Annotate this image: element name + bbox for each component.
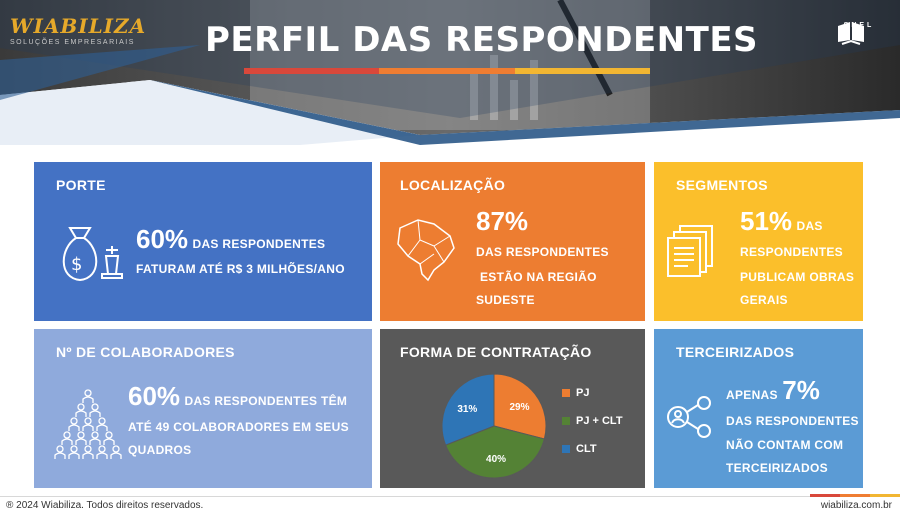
terceirizados-percent: 7% xyxy=(782,375,820,405)
legend-label: PJ + CLT xyxy=(576,415,623,427)
person-icon xyxy=(89,403,101,417)
person-icon xyxy=(82,417,94,431)
pie-slice-pj xyxy=(493,373,547,440)
colaboradores-suffix: DAS RESPONDENTES TÊM xyxy=(184,394,348,408)
person-icon xyxy=(82,389,94,403)
header-banner: WIABILIZA SOLUÇÕES EMPRESARIAIS SNEL PER… xyxy=(0,0,900,145)
logo-tagline: SOLUÇÕES EMPRESARIAIS xyxy=(10,39,135,46)
pie-slice-pj-clt xyxy=(445,425,545,479)
card-colaboradores: Nº DE COLABORADORES 60% DAS RESPONDENTES… xyxy=(34,329,372,488)
card-localizacao: LOCALIZAÇÃO 87% DAS RESPONDENTES ESTÃO N… xyxy=(380,162,645,321)
pie-data-label: 31% xyxy=(457,404,477,415)
porte-percent: 60% xyxy=(136,224,189,254)
segmentos-line3: GERAIS xyxy=(740,293,788,307)
card-title: FORMA DE CONTRATAÇÃO xyxy=(400,344,592,360)
brazil-map-icon xyxy=(397,219,455,282)
person-icon xyxy=(82,445,94,459)
person-icon xyxy=(96,445,108,459)
terceirizados-line1: DAS RESPONDENTES xyxy=(726,414,859,428)
footer: ® 2024 Wiabiliza. Todos direitos reserva… xyxy=(0,494,900,512)
money-bag-chess-icon: $ xyxy=(62,227,123,282)
terceirizados-line3: TERCEIRIZADOS xyxy=(726,461,828,475)
segmentos-percent: 51% xyxy=(740,206,793,236)
person-icon xyxy=(96,417,108,431)
book-icon xyxy=(838,22,864,45)
segmentos-line1: RESPONDENTES xyxy=(740,245,843,259)
localizacao-line2: ESTÃO NA REGIÃO xyxy=(480,270,597,284)
localizacao-line3: SUDESTE xyxy=(476,293,535,307)
people-pyramid-icon xyxy=(54,389,122,459)
colaboradores-line1: ATÉ 49 COLABORADORES EM SEUS xyxy=(128,420,349,434)
segmentos-line2: PUBLICAM OBRAS xyxy=(740,270,855,284)
documents-icon xyxy=(667,225,713,277)
pie-data-label: 29% xyxy=(509,402,529,413)
logo-brand: WIABILIZA xyxy=(10,14,147,38)
terceirizados-line2: NÃO CONTAM COM xyxy=(726,438,844,452)
page-title: PERFIL DAS RESPONDENTES xyxy=(205,20,759,60)
card-title: LOCALIZAÇÃO xyxy=(400,177,506,193)
card-contratacao: FORMA DE CONTRATAÇÃO 29% 40% 31% PJ PJ + CL… xyxy=(380,329,645,488)
porte-line1: DAS RESPONDENTES xyxy=(192,237,326,251)
localizacao-line1: DAS RESPONDENTES xyxy=(476,245,609,259)
terceirizados-prefix: APENAS xyxy=(726,388,778,402)
banner-background xyxy=(0,0,900,145)
localizacao-percent: 87% xyxy=(476,206,529,236)
card-title: SEGMENTOS xyxy=(676,177,768,193)
person-icon xyxy=(89,431,101,445)
pie-data-label: 40% xyxy=(486,454,506,465)
legend-swatch xyxy=(562,389,570,397)
card-segmentos: SEGMENTOS 51% DAS RESPONDENTES PUBLICAM … xyxy=(654,162,863,321)
colaboradores-percent: 60% xyxy=(128,381,181,411)
person-icon xyxy=(68,417,80,431)
person-icon xyxy=(103,431,115,445)
title-underline xyxy=(244,68,650,74)
person-icon xyxy=(75,431,87,445)
person-icon xyxy=(61,431,73,445)
colaboradores-line2: QUADROS xyxy=(128,443,192,457)
person-icon xyxy=(110,445,122,459)
card-title: TERCEIRIZADOS xyxy=(676,344,795,360)
network-person-icon xyxy=(667,396,711,438)
legend-swatch xyxy=(562,417,570,425)
card-terceirizados: TERCEIRIZADOS APENAS 7% DAS RESPONDENTES… xyxy=(654,329,863,488)
copyright-text: ® 2024 Wiabiliza. Todos direitos reserva… xyxy=(6,500,204,511)
person-icon xyxy=(68,445,80,459)
card-title: Nº DE COLABORADORES xyxy=(56,344,235,360)
svg-text:$: $ xyxy=(71,254,82,275)
legend-label: CLT xyxy=(576,443,597,455)
legend-label: PJ xyxy=(576,387,590,399)
snel-logo: SNEL xyxy=(834,20,884,45)
legend-item: PJ + CLT xyxy=(562,415,623,427)
legend-item: PJ xyxy=(562,387,589,399)
pie-chart: 29% 40% 31% xyxy=(441,373,547,479)
legend-swatch xyxy=(562,445,570,453)
segmentos-suffix: DAS xyxy=(796,219,823,233)
person-icon xyxy=(75,403,87,417)
footer-accent-bars xyxy=(810,494,900,497)
legend-item: CLT xyxy=(562,443,597,455)
card-title: PORTE xyxy=(56,177,106,193)
pie-slice-clt xyxy=(441,373,495,446)
porte-line2: FATURAM ATÉ R$ 3 MILHÕES/ANO xyxy=(136,262,345,276)
card-porte: PORTE $ 60% DAS RESPONDENTES FATURAM ATÉ… xyxy=(34,162,372,321)
site-link[interactable]: wiabiliza.com.br xyxy=(820,500,892,511)
wiabiliza-logo: WIABILIZA SOLUÇÕES EMPRESARIAIS xyxy=(10,14,147,46)
person-icon xyxy=(54,445,66,459)
